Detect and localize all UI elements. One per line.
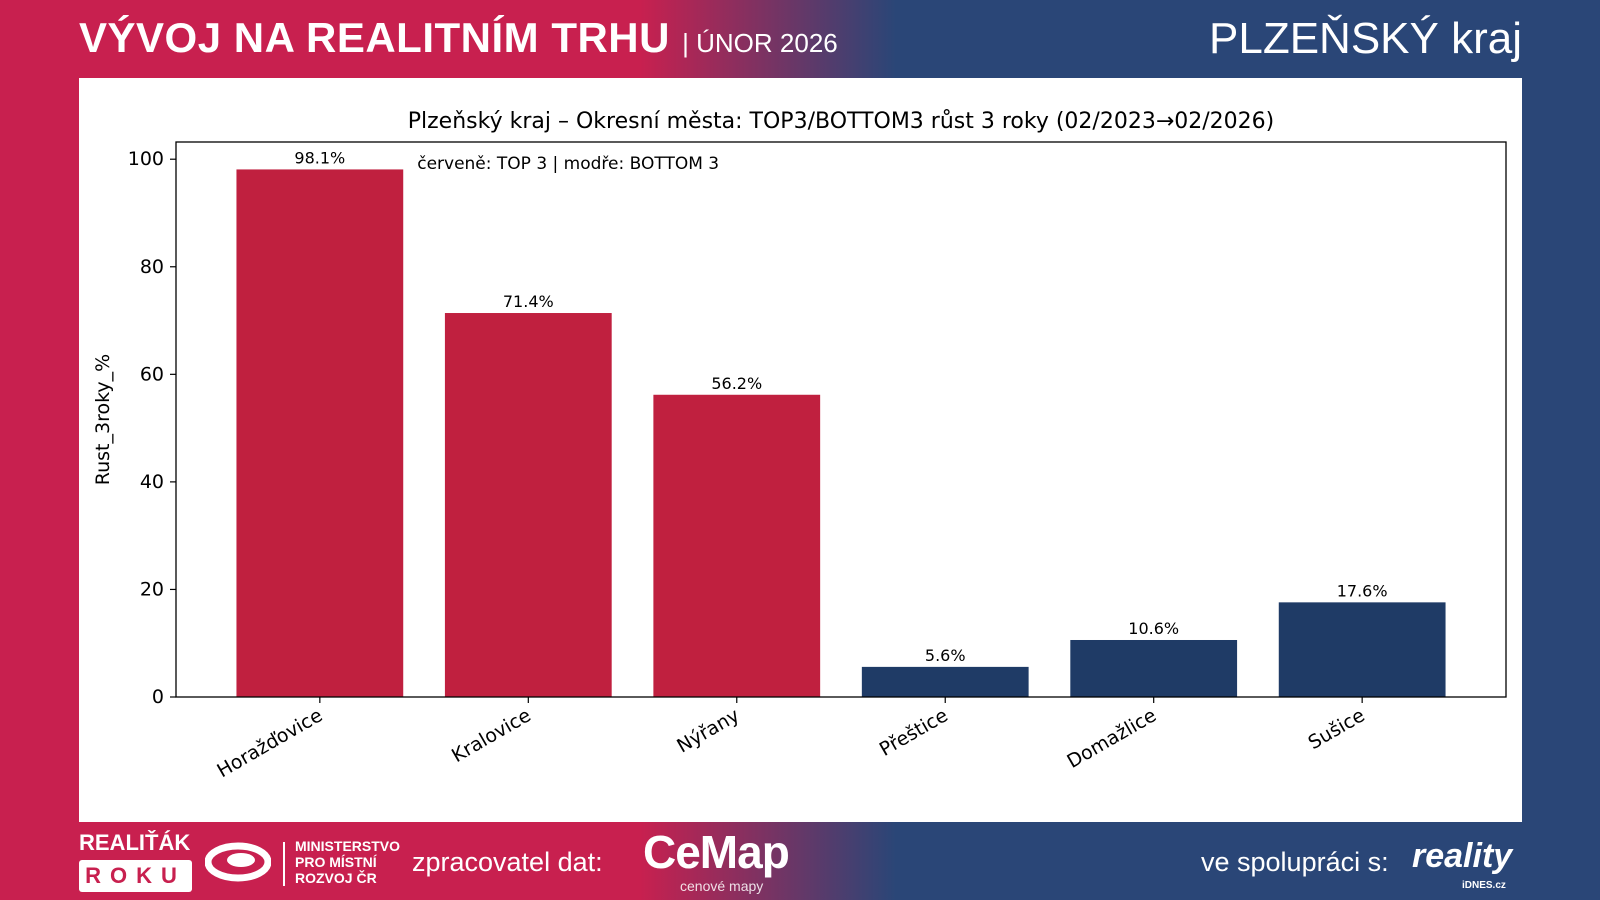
y-tick-label: 60 (140, 363, 164, 385)
y-tick-label: 100 (128, 148, 164, 170)
cemap-logo: CeMap (643, 826, 790, 878)
mmr-line: MINISTERSTVO (295, 838, 401, 854)
bar-value-label: 10.6% (1128, 619, 1179, 638)
header-region: PLZEŇSKÝ kraj (1209, 14, 1522, 63)
x-tick-label: Horažďovice (213, 704, 326, 782)
x-tick-label: Kralovice (448, 704, 535, 767)
bar-value-label: 5.6% (925, 646, 966, 665)
processor-label: zpracovatel dat: (412, 847, 603, 877)
title-text: VÝVOJ NA REALITNÍM TRHU (79, 14, 670, 61)
mmr-logo-text: MINISTERSTVO PRO MÍSTNÍ ROZVOJ ČR (295, 838, 400, 886)
x-tick-label: Nýřany (673, 704, 743, 757)
roku-badge: ROKU (79, 860, 192, 892)
bar-Horažďovice (236, 169, 404, 698)
bar-Kralovice (444, 313, 612, 697)
header-title: VÝVOJ NA REALITNÍM TRHU | ÚNOR 2026 (79, 14, 838, 62)
bar-value-label: 56.2% (711, 374, 762, 393)
mmr-logo-icon (205, 842, 271, 882)
bar-Přeštice (861, 666, 1029, 697)
mmr-line: PRO MÍSTNÍ (295, 854, 377, 870)
cemap-subtitle: cenové mapy (680, 878, 764, 894)
x-tick-label: Přeštice (876, 704, 952, 761)
bar-value-label: 98.1% (294, 148, 345, 167)
x-tick-label: Sušice (1304, 704, 1368, 754)
y-tick-label: 0 (152, 686, 164, 708)
bar-value-label: 17.6% (1337, 581, 1388, 600)
bar-Nýřany (653, 394, 821, 697)
logo-separator (283, 842, 285, 886)
chart-annotation: červeně: TOP 3 | modře: BOTTOM 3 (417, 154, 719, 174)
y-tick-label: 80 (140, 256, 164, 278)
footer: REALIŤÁK ROKU MINISTERSTVO PRO MÍSTNÍ RO… (0, 822, 1600, 900)
x-tick-label: Domažlice (1063, 704, 1160, 773)
bar-value-label: 71.4% (503, 292, 554, 311)
idnes-logo-text: iDNES.cz (1462, 880, 1506, 891)
bar-chart: Plzeňský kraj – Okresní města: TOP3/BOTT… (92, 109, 1507, 782)
y-tick-label: 20 (140, 578, 164, 600)
mmr-line: ROZVOJ ČR (295, 870, 377, 886)
y-tick-label: 40 (140, 471, 164, 493)
header-subtitle: | ÚNOR 2026 (682, 28, 838, 58)
chart-panel: Plzeňský kraj – Okresní města: TOP3/BOTT… (79, 78, 1522, 822)
reality-idnes-logo: reality (1412, 837, 1513, 875)
bar-Sušice (1278, 602, 1446, 697)
bar-Domažlice (1070, 639, 1238, 697)
realitak-logo-text: REALIŤÁK (79, 830, 191, 855)
y-axis-label: Rust_3roky_% (92, 354, 114, 485)
axes-frame (175, 141, 1507, 698)
partner-label: ve spolupráci s: (1201, 847, 1389, 877)
chart-title: Plzeňský kraj – Okresní města: TOP3/BOTT… (408, 109, 1274, 134)
